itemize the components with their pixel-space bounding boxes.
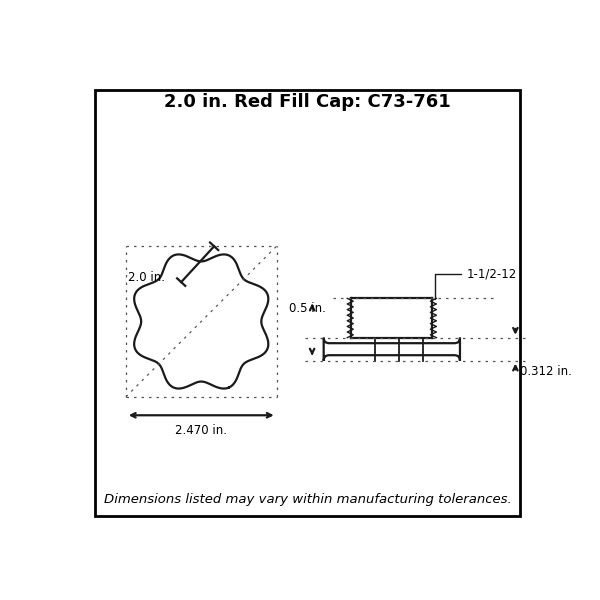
FancyBboxPatch shape xyxy=(95,91,520,515)
Text: 0.312 in.: 0.312 in. xyxy=(520,365,572,379)
Text: Dimensions listed may vary within manufacturing tolerances.: Dimensions listed may vary within manufa… xyxy=(104,493,511,506)
Text: 2.470 in.: 2.470 in. xyxy=(175,424,227,437)
Text: 2.0 in. Red Fill Cap: C73-761: 2.0 in. Red Fill Cap: C73-761 xyxy=(164,93,451,111)
Text: 1-1/2-12: 1-1/2-12 xyxy=(434,268,517,299)
FancyBboxPatch shape xyxy=(323,338,460,361)
Text: 2.0 in.: 2.0 in. xyxy=(128,271,165,284)
Text: 0.5 in.: 0.5 in. xyxy=(289,302,326,315)
